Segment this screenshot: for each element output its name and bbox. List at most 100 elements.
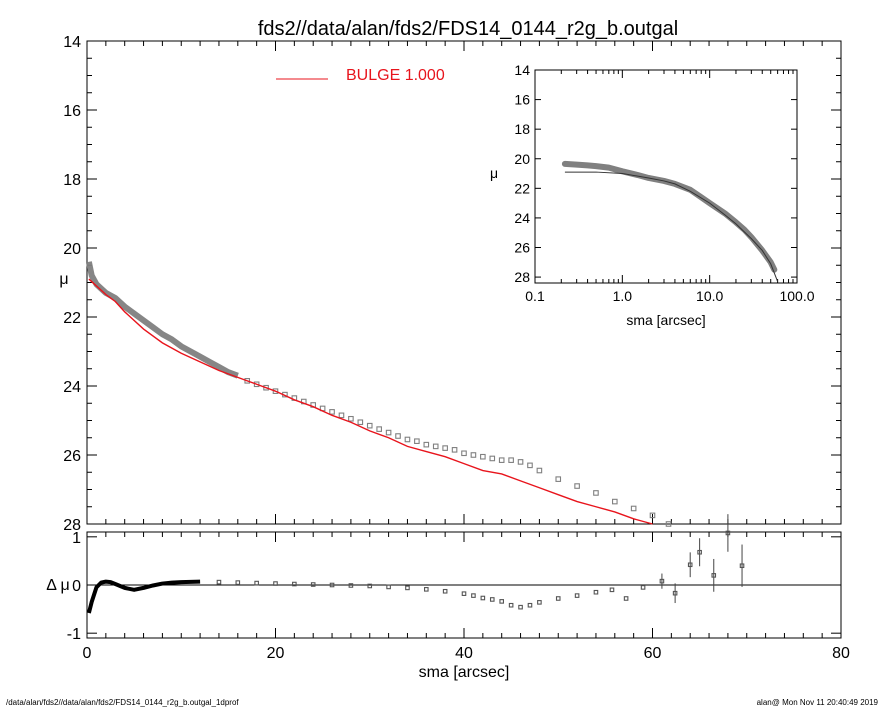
data-point (555, 476, 562, 482)
x-tick-label: 40 (455, 645, 473, 662)
y-tick-label: 26 (63, 448, 81, 465)
y-tick-label: 14 (514, 62, 530, 78)
data-points-dense (85, 261, 239, 379)
y-tick-label: 24 (63, 379, 81, 396)
data-point (404, 436, 411, 443)
y-tick-label: 18 (63, 172, 81, 189)
residual-point (235, 580, 241, 585)
data-point (470, 452, 477, 458)
residual-point (574, 593, 580, 598)
residual-point (310, 582, 316, 587)
residual-point (480, 595, 486, 601)
residual-point (518, 604, 523, 610)
data-point (649, 512, 656, 519)
residual-point (527, 602, 533, 608)
data-point (348, 415, 354, 422)
residual-point (386, 584, 391, 590)
data-point (611, 498, 618, 505)
residual-point (292, 581, 297, 587)
inset-chart: 14 16 18 20 22 24 26 28 0.1 1.0 10.0 100.0 sma [arcs… (490, 62, 815, 328)
residual-point (672, 590, 678, 596)
inset-plot-frame (534, 69, 798, 284)
y-tick-label: 28 (63, 517, 81, 534)
data-point (338, 412, 345, 419)
y-tick-label: 22 (514, 180, 530, 196)
data-point (574, 483, 580, 489)
legend-label: BULGE 1.000 (346, 67, 445, 84)
data-point (461, 450, 467, 457)
residual-point (687, 562, 693, 568)
residual-point (508, 602, 514, 608)
residual-point (461, 591, 467, 596)
data-point (536, 467, 543, 474)
y-axis-label: Δ μ (46, 577, 69, 594)
data-point (508, 457, 514, 463)
data-point (244, 378, 251, 384)
y-tick-label: 20 (514, 151, 530, 167)
data-point (630, 505, 637, 512)
residual-point (329, 582, 335, 588)
residual-point (367, 583, 373, 589)
y-tick-label: 1 (72, 530, 81, 547)
data-point (442, 445, 448, 451)
x-tick-label: 60 (644, 645, 662, 662)
x-tick-label: 0.1 (525, 288, 545, 304)
y-axis-label: μ (490, 165, 498, 181)
x-tick-label: 80 (832, 645, 850, 662)
residual-point (593, 589, 599, 595)
data-point (366, 422, 373, 429)
residual-point (659, 578, 665, 584)
y-tick-label: 20 (63, 241, 81, 258)
residual-dense (86, 579, 201, 614)
y-tick-label: 14 (63, 34, 81, 51)
data-point (272, 388, 279, 394)
residual-point (442, 588, 448, 594)
data-point (357, 419, 364, 426)
data-point (432, 443, 439, 450)
inset-data-band (561, 160, 778, 273)
x-tick-label: 20 (267, 645, 285, 662)
data-point (489, 455, 496, 462)
y-tick-label: 28 (514, 269, 530, 285)
y-axis-label: μ (59, 271, 68, 288)
residual-point (405, 585, 410, 591)
y-tick-label: 16 (514, 92, 530, 108)
data-point (480, 453, 486, 460)
residual-point (725, 530, 731, 536)
residual-point (348, 583, 354, 588)
data-point (517, 459, 524, 465)
residual-point (739, 563, 745, 569)
footer-right: alan@ Mon Nov 11 20:40:49 2019 (757, 698, 879, 707)
chart-title: fds2//data/alan/fds2/FDS14_0144_r2g_b.ou… (258, 18, 678, 40)
data-point (253, 381, 260, 388)
data-point (376, 426, 382, 432)
residual-point (609, 587, 615, 593)
residual-point (489, 597, 495, 602)
data-point (593, 490, 599, 496)
x-axis-label: sma [arcsec] (419, 664, 510, 681)
residual-point (423, 587, 429, 592)
residual-point (537, 600, 542, 605)
x-tick-label: 100.0 (779, 288, 814, 304)
residual-point (499, 599, 505, 604)
y-tick-label: 18 (514, 121, 530, 137)
data-point (527, 462, 533, 469)
main-chart: 14 16 18 20 22 24 26 28 μ BULGE 1.000 (59, 34, 842, 534)
data-point (665, 521, 672, 527)
y-tick-label: 0 (72, 578, 81, 595)
y-tick-label: 24 (514, 210, 530, 226)
data-point (451, 447, 458, 453)
footer-left: /data/alan/fds2//data/alan/fds2/FDS14_01… (6, 698, 239, 707)
data-point (329, 409, 335, 415)
y-tick-label: -1 (67, 626, 81, 643)
data-point (423, 441, 430, 448)
inset-model-line (564, 171, 779, 282)
x-tick-label: 10.0 (696, 288, 723, 304)
residual-point (640, 585, 646, 590)
y-tick-label: 22 (63, 310, 81, 327)
x-axis-label: sma [arcsec] (626, 312, 705, 328)
residual-point (216, 579, 222, 585)
residual-point (623, 596, 629, 601)
